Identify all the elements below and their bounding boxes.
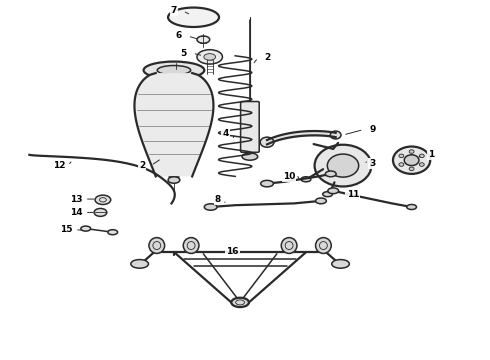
Circle shape: [419, 163, 424, 166]
Text: 8: 8: [215, 195, 221, 204]
Polygon shape: [134, 73, 214, 176]
Ellipse shape: [94, 208, 107, 216]
FancyBboxPatch shape: [241, 102, 259, 152]
Ellipse shape: [323, 192, 333, 197]
Circle shape: [419, 154, 424, 158]
Ellipse shape: [157, 66, 191, 75]
Ellipse shape: [316, 198, 326, 204]
Circle shape: [409, 150, 414, 153]
Ellipse shape: [168, 8, 219, 27]
Ellipse shape: [144, 62, 204, 79]
Ellipse shape: [328, 188, 339, 194]
Circle shape: [393, 147, 430, 174]
Ellipse shape: [260, 137, 274, 147]
Ellipse shape: [108, 230, 118, 235]
Ellipse shape: [183, 238, 199, 253]
Ellipse shape: [330, 131, 341, 139]
Circle shape: [399, 163, 404, 166]
Ellipse shape: [197, 50, 222, 64]
Circle shape: [315, 145, 371, 186]
Ellipse shape: [95, 195, 111, 204]
Ellipse shape: [325, 171, 336, 177]
Ellipse shape: [407, 204, 416, 210]
Ellipse shape: [179, 12, 208, 23]
Text: 1: 1: [428, 150, 434, 159]
Text: 3: 3: [369, 159, 375, 168]
Text: 2: 2: [139, 161, 145, 170]
Text: 5: 5: [181, 49, 187, 58]
Ellipse shape: [81, 226, 91, 231]
Ellipse shape: [168, 177, 180, 183]
Circle shape: [327, 154, 359, 177]
Ellipse shape: [332, 260, 349, 268]
Circle shape: [404, 155, 419, 166]
Ellipse shape: [231, 298, 249, 307]
Circle shape: [399, 154, 404, 158]
Ellipse shape: [204, 54, 216, 60]
Text: 9: 9: [369, 125, 376, 134]
Text: 14: 14: [70, 208, 82, 217]
Text: 4: 4: [222, 129, 229, 138]
Text: 2: 2: [264, 53, 270, 62]
Circle shape: [409, 167, 414, 171]
Text: 12: 12: [52, 161, 65, 170]
Ellipse shape: [242, 153, 258, 160]
Ellipse shape: [131, 260, 148, 268]
Text: 11: 11: [346, 190, 359, 199]
Text: 7: 7: [171, 6, 177, 15]
Text: 10: 10: [283, 172, 295, 181]
Text: 16: 16: [226, 248, 239, 256]
Text: 6: 6: [176, 31, 182, 40]
Text: 13: 13: [70, 194, 82, 204]
Ellipse shape: [301, 177, 311, 182]
Ellipse shape: [197, 36, 210, 43]
Ellipse shape: [316, 238, 331, 253]
Text: 15: 15: [60, 225, 73, 234]
Ellipse shape: [188, 15, 199, 19]
Ellipse shape: [261, 180, 273, 187]
Ellipse shape: [281, 238, 297, 253]
Ellipse shape: [204, 204, 217, 210]
Ellipse shape: [149, 238, 165, 253]
